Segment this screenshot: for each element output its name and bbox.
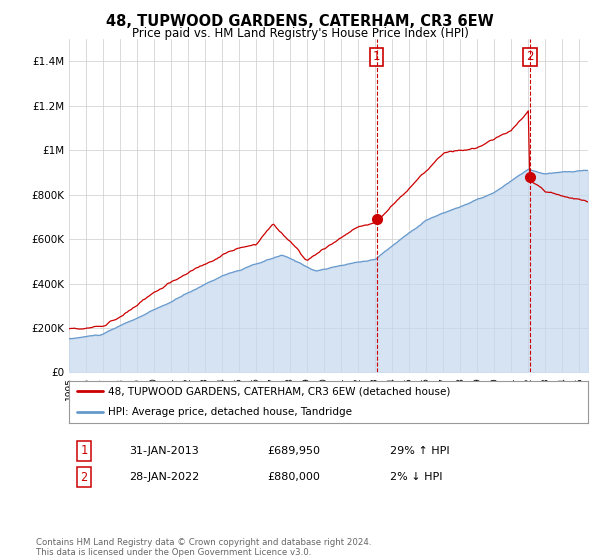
Text: 48, TUPWOOD GARDENS, CATERHAM, CR3 6EW: 48, TUPWOOD GARDENS, CATERHAM, CR3 6EW [106, 14, 494, 29]
Text: 1: 1 [373, 50, 380, 63]
Text: 28-JAN-2022: 28-JAN-2022 [129, 472, 199, 482]
Text: HPI: Average price, detached house, Tandridge: HPI: Average price, detached house, Tand… [108, 407, 352, 417]
Text: 2% ↓ HPI: 2% ↓ HPI [390, 472, 443, 482]
Text: 2: 2 [80, 470, 88, 484]
Text: 1: 1 [80, 444, 88, 458]
Text: 48, TUPWOOD GARDENS, CATERHAM, CR3 6EW (detached house): 48, TUPWOOD GARDENS, CATERHAM, CR3 6EW (… [108, 386, 450, 396]
Text: 2: 2 [526, 50, 533, 63]
Text: 31-JAN-2013: 31-JAN-2013 [129, 446, 199, 456]
Text: Price paid vs. HM Land Registry's House Price Index (HPI): Price paid vs. HM Land Registry's House … [131, 27, 469, 40]
Text: £880,000: £880,000 [267, 472, 320, 482]
Text: £689,950: £689,950 [267, 446, 320, 456]
Text: 29% ↑ HPI: 29% ↑ HPI [390, 446, 449, 456]
Text: Contains HM Land Registry data © Crown copyright and database right 2024.
This d: Contains HM Land Registry data © Crown c… [36, 538, 371, 557]
